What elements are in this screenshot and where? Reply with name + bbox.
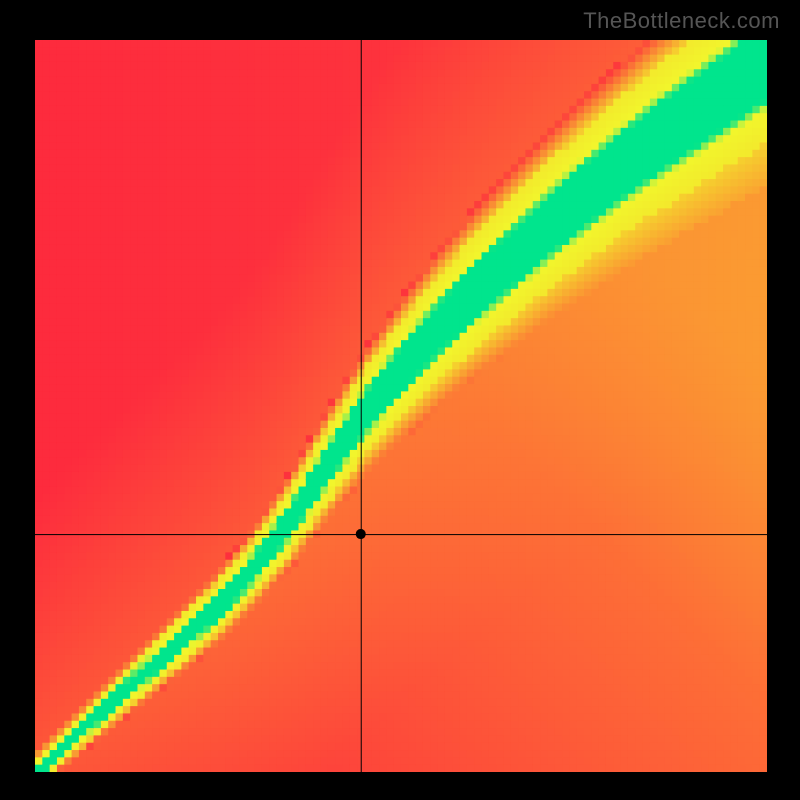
watermark-text: TheBottleneck.com (583, 8, 780, 34)
heatmap-plot (35, 40, 767, 772)
chart-container: TheBottleneck.com (0, 0, 800, 800)
heatmap-canvas (35, 40, 767, 772)
